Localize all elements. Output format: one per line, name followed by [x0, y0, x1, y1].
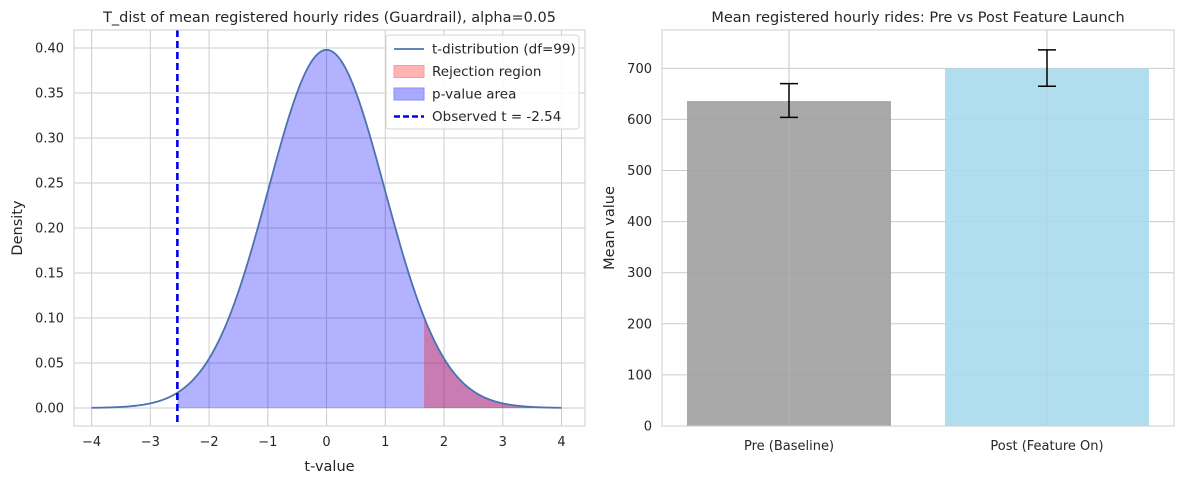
y-tick-label: 300	[627, 266, 652, 281]
legend-patch-swatch	[393, 87, 425, 101]
x-tick-label: Post (Feature On)	[990, 439, 1103, 454]
legend-label: t-distribution (df=99)	[432, 42, 576, 58]
y-tick-label: 0.40	[35, 42, 64, 57]
chart-title: T_dist of mean registered hourly rides (…	[102, 10, 556, 26]
y-tick-label: 100	[627, 368, 652, 383]
x-tick-label: 2	[440, 435, 448, 450]
p-value-area	[177, 49, 562, 408]
x-tick-label: −3	[141, 435, 160, 450]
plot-frame	[73, 29, 586, 427]
y-tick-label: 200	[627, 317, 652, 332]
x-tick-label: 3	[499, 435, 507, 450]
x-tick-label: Pre (Baseline)	[744, 439, 834, 454]
legend-label: Observed t = -2.54	[432, 109, 561, 125]
t-distribution-curve	[91, 48, 562, 409]
x-tick-label: 0	[322, 435, 330, 450]
t-distribution-chart: −4 −3 −2 −1 0 1 2 3 4 0.00 0.05 0.10 0.15 0.20 0.25 0.3…	[10, 10, 586, 475]
y-tick-label: 0.20	[35, 222, 64, 237]
y-axis-label: Density	[10, 200, 26, 256]
y-tick-label: 0.00	[35, 402, 64, 417]
legend-label: Rejection region	[432, 64, 541, 80]
y-tick-label: 0.25	[35, 177, 64, 192]
y-tick-label: 0.35	[35, 87, 64, 102]
y-tick-label: 0.15	[35, 267, 64, 282]
plot-frame	[661, 29, 1175, 427]
y-tick-label: 0	[644, 420, 652, 435]
x-tick-label: −1	[258, 435, 277, 450]
y-tick-label: 0.30	[35, 132, 64, 147]
x-tick-label: −2	[200, 435, 219, 450]
rejection-region	[424, 317, 562, 408]
y-tick-label: 500	[627, 164, 652, 179]
x-axis-label: t-value	[304, 459, 354, 475]
x-tick-label: −4	[82, 435, 101, 450]
y-axis-label: Mean value	[602, 186, 618, 270]
y-tick-label: 400	[627, 215, 652, 230]
bar-chart: 0 100 200 300 400 500 600 700 Pre (Baseline) Post…	[602, 10, 1175, 454]
x-tick-label: 4	[557, 435, 565, 450]
y-tick-label: 0.10	[35, 312, 64, 327]
legend-label: p-value area	[432, 87, 516, 103]
legend-box	[385, 34, 580, 130]
chart-title: Mean registered hourly rides: Pre vs Pos…	[711, 10, 1124, 26]
x-tick-label: 1	[381, 435, 389, 450]
y-tick-label: 600	[627, 113, 652, 128]
y-tick-label: 700	[627, 62, 652, 77]
y-tick-label: 0.05	[35, 357, 64, 372]
legend-patch-swatch	[393, 65, 425, 78]
